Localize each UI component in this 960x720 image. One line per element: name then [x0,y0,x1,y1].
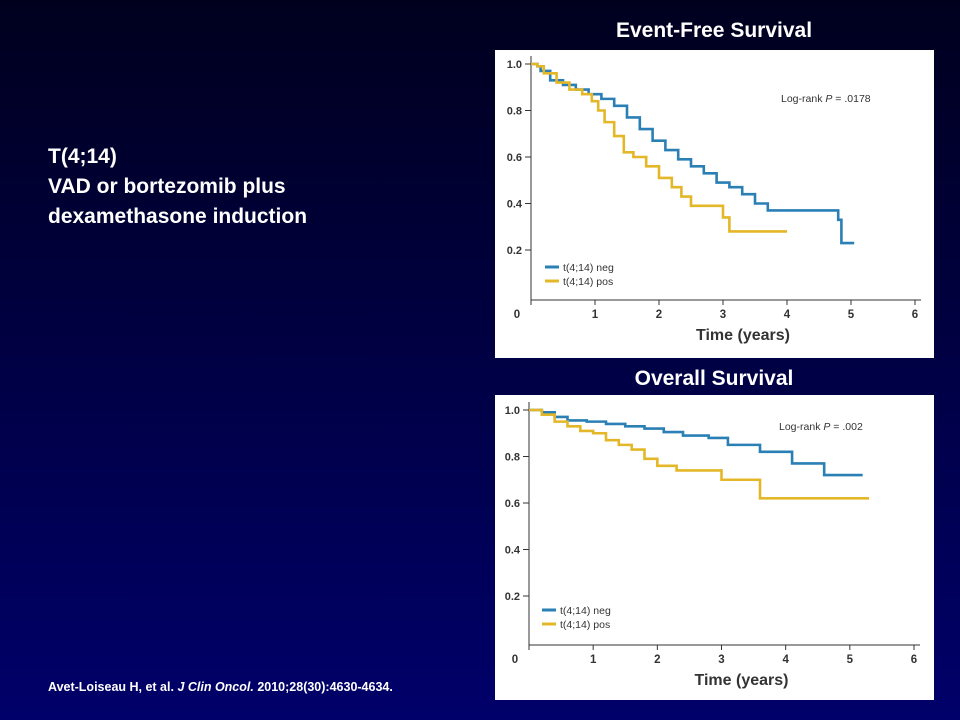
x-tick-label: 2 [654,654,660,666]
x-tick-label: 3 [718,654,724,666]
log-rank-label: Log-rank [779,421,823,433]
citation: Avet-Loiseau H, et al. J Clin Oncol. 201… [48,680,393,694]
x-tick-label: 5 [847,654,854,666]
log-rank-annotation: Log-rank P = .0178 [781,93,871,105]
slide-line-1: T(4;14) [48,145,117,168]
legend-label: t(4;14) neg [563,262,614,274]
log-rank-value: = .002 [830,421,863,433]
overall-survival-plot: 0.2 0.4 0.6 0.8 1.0 0 1 2 3 4 5 6 Time (years) Log-ra… [505,402,920,689]
y-tick-label: 1.0 [505,405,520,417]
event-free-survival-chart: 0.2 0.4 0.6 0.8 1.0 0 1 2 3 4 5 6 Time (years) Log-ra… [495,50,934,358]
x-axis-label: Time (years) [695,672,789,689]
slide-heading: T(4;14) VAD or bortezomib plus dexametha… [48,142,307,232]
slide-line-3: dexamethasone induction [48,205,308,228]
x-tick-label: 3 [720,309,726,321]
log-rank-p: P [823,421,830,433]
series-line-neg [529,408,863,477]
log-rank-p: P [825,93,832,105]
y-tick-label: 0.4 [505,545,521,557]
x-tick-label: 5 [848,309,855,321]
log-rank-value: = .0178 [832,93,870,105]
overall-survival-title: Overall Survival [634,367,794,390]
legend-label: t(4;14) pos [560,619,610,631]
x-tick-label: 1 [590,654,597,666]
citation-journal: J Clin Oncol. [177,680,254,694]
y-tick-label: 0.4 [507,199,523,211]
x-axis-label: Time (years) [696,327,790,344]
x-tick-label: 0 [514,309,520,321]
series-line-pos [531,62,787,233]
x-tick-label: 0 [512,654,518,666]
event-free-survival-plot: 0.2 0.4 0.6 0.8 1.0 0 1 2 3 4 5 6 Time (years) Log-ra… [507,56,921,344]
legend-label: t(4;14) neg [560,605,611,617]
overall-survival-chart: 0.2 0.4 0.6 0.8 1.0 0 1 2 3 4 5 6 Time (years) Log-ra… [495,395,934,700]
y-tick-label: 0.2 [505,591,520,603]
y-tick-label: 0.6 [507,152,522,164]
citation-details: 2010;28(30):4630-4634. [253,680,393,694]
series-line-pos [529,408,870,500]
log-rank-label: Log-rank [781,93,825,105]
x-tick-label: 2 [656,309,662,321]
y-tick-label: 0.6 [505,498,520,510]
legend-label: t(4;14) pos [563,276,613,288]
y-tick-label: 0.2 [507,245,522,257]
log-rank-annotation: Log-rank P = .002 [779,421,863,433]
x-tick-label: 4 [782,654,789,666]
x-tick-label: 1 [592,309,599,321]
x-tick-label: 6 [911,654,917,666]
slide-line-2: VAD or bortezomib plus [48,175,286,198]
y-tick-label: 0.8 [507,106,522,118]
y-tick-label: 1.0 [507,59,522,71]
y-tick-label: 0.8 [505,452,520,464]
event-free-survival-title: Event-Free Survival [615,19,813,42]
x-tick-label: 4 [784,309,791,321]
citation-authors: Avet-Loiseau H, et al. [48,680,178,694]
x-tick-label: 6 [912,309,918,321]
